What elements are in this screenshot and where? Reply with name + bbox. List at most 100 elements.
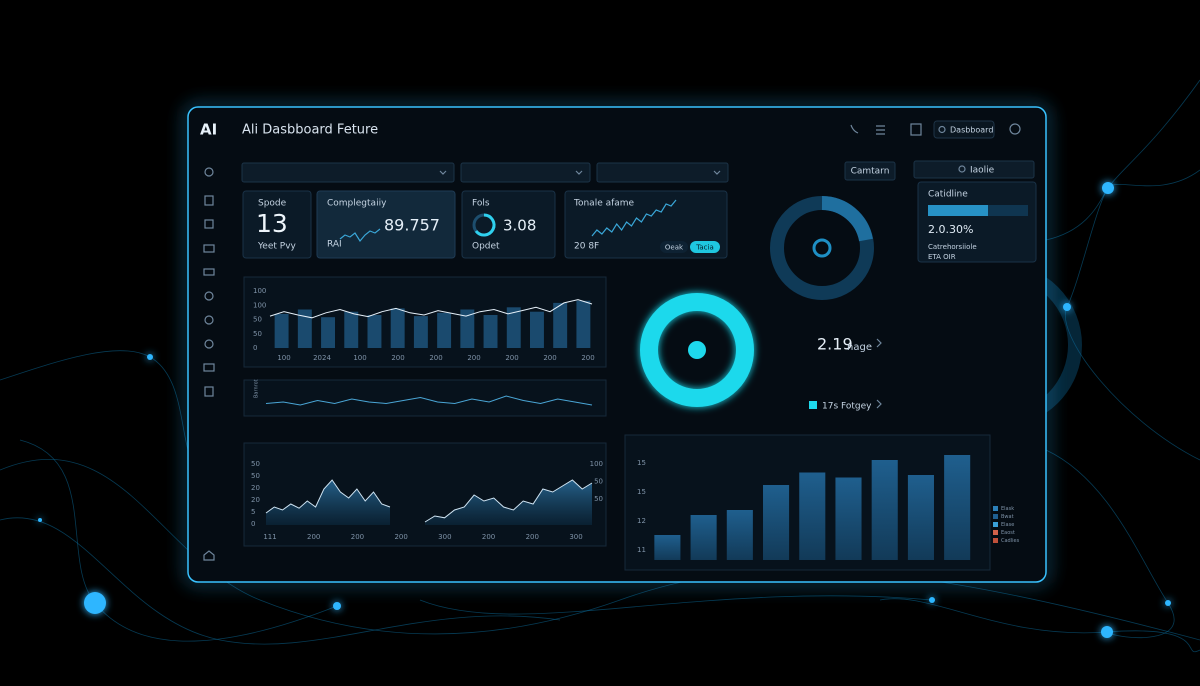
- y-tick-label: 50: [594, 495, 603, 503]
- ring-center: [812, 238, 832, 258]
- kpi-value: 13: [256, 209, 288, 238]
- y-tick-label: 50: [253, 316, 262, 324]
- sparkline: [339, 228, 381, 243]
- y-tick-label: 12: [637, 517, 646, 525]
- bar: [297, 309, 312, 348]
- kpi-label: Tonale afame: [573, 199, 635, 209]
- x-tick-label: 200: [505, 354, 518, 362]
- kpi-value: 89.757: [384, 216, 440, 235]
- legend-label: Elask: [1001, 506, 1014, 512]
- bar: [530, 311, 544, 348]
- bar: [690, 515, 717, 560]
- bar: [907, 475, 934, 560]
- action-button-label[interactable]: Camtarn: [851, 167, 890, 177]
- toggle-label[interactable]: Oeak: [665, 244, 684, 252]
- bar: [944, 455, 971, 560]
- metric-value: 2.19: [817, 335, 853, 354]
- y-tick-label: 0: [253, 344, 257, 352]
- filter-dropdown[interactable]: [460, 162, 591, 183]
- bar: [506, 307, 521, 348]
- nav-globe[interactable]: [204, 291, 214, 301]
- filter-dropdown[interactable]: [596, 162, 729, 183]
- side-footer: ETA OIR: [928, 253, 956, 261]
- kpi-sub: Opdet: [472, 242, 500, 252]
- progress-fill: [928, 205, 988, 216]
- sidebar: [203, 167, 215, 561]
- bar: [553, 302, 568, 348]
- x-tick-label: 200: [351, 533, 364, 541]
- phone-icon[interactable]: [850, 124, 859, 134]
- nav-docs[interactable]: [204, 195, 214, 206]
- y-tick-label: 5: [251, 508, 255, 516]
- donut: [640, 293, 754, 407]
- calendar-icon[interactable]: [910, 123, 922, 136]
- search-placeholder[interactable]: Iaolie: [970, 166, 995, 176]
- nav-search[interactable]: [204, 167, 214, 177]
- x-tick-label: 100: [353, 354, 366, 362]
- bar: [871, 460, 898, 560]
- kpi-card: [564, 190, 728, 259]
- bar: [799, 472, 826, 560]
- account-box[interactable]: [933, 120, 995, 139]
- y-tick-label: 50: [251, 472, 260, 480]
- menu-icon[interactable]: [876, 125, 885, 135]
- x-tick-label: 200: [307, 533, 320, 541]
- line: [265, 395, 593, 406]
- x-tick-label: 300: [569, 533, 582, 541]
- kpi-sub: 20 8F: [574, 242, 599, 252]
- x-tick-label: 200: [543, 354, 556, 362]
- toggle[interactable]: [660, 241, 688, 253]
- kpi-value: 3.08: [503, 217, 536, 235]
- settings-icon[interactable]: [1009, 123, 1021, 135]
- legend-label: 17s Fotgey: [822, 402, 872, 412]
- kpi-sub: RAI: [327, 240, 342, 250]
- account-name[interactable]: Dasbboard: [950, 126, 993, 135]
- bar: [437, 312, 452, 348]
- bar: [460, 309, 475, 348]
- arrows[interactable]: [876, 338, 882, 409]
- x-tick-label: 200: [394, 533, 407, 541]
- x-tick-label: 111: [263, 533, 276, 541]
- y-tick-label: 0: [251, 520, 255, 528]
- y-tick-label: 11: [637, 546, 646, 554]
- nav-card[interactable]: [203, 268, 215, 276]
- bar: [835, 477, 862, 560]
- dropdown-chevrons: [439, 170, 721, 175]
- kpi-card: [316, 190, 456, 259]
- nav-home[interactable]: [203, 550, 215, 561]
- nav-mail[interactable]: [203, 363, 215, 372]
- y-tick-label: 20: [251, 484, 260, 492]
- action-button[interactable]: [844, 161, 896, 181]
- y-tick-label: 20: [251, 496, 260, 504]
- x-tick-label: 300: [438, 533, 451, 541]
- legend-label: Cadlies: [1001, 538, 1020, 544]
- nav-grid[interactable]: [204, 219, 214, 229]
- toggle-label[interactable]: Tacia: [695, 244, 714, 252]
- legend-swatch: [993, 522, 998, 527]
- search-box[interactable]: [913, 160, 1035, 179]
- nav-folder[interactable]: [203, 244, 215, 253]
- bar: [726, 510, 753, 560]
- bar: [763, 485, 790, 560]
- toggle-active[interactable]: [690, 241, 720, 253]
- nav-file[interactable]: [204, 386, 214, 397]
- kpi-label: Complegtaiiy: [327, 199, 387, 209]
- x-tick-label: 200: [391, 354, 404, 362]
- side-value: 2.0.30%: [928, 223, 973, 236]
- donut-center: [688, 341, 706, 359]
- legend-label: Eaost: [1001, 530, 1015, 536]
- search-icon: [958, 165, 966, 173]
- filter-dropdown[interactable]: [241, 162, 455, 183]
- bar: [390, 308, 405, 348]
- legend-label: Elase: [1001, 522, 1014, 528]
- kpi-label: Fols: [472, 199, 490, 209]
- nav-find[interactable]: [204, 339, 214, 349]
- nav-refresh[interactable]: [204, 315, 214, 325]
- wave-panel: [243, 379, 607, 417]
- bar: [274, 313, 289, 348]
- app-title: Ali Dasbboard Feture: [242, 123, 378, 138]
- side-note: Catrehorsiiole: [928, 243, 977, 251]
- bar: [576, 300, 591, 348]
